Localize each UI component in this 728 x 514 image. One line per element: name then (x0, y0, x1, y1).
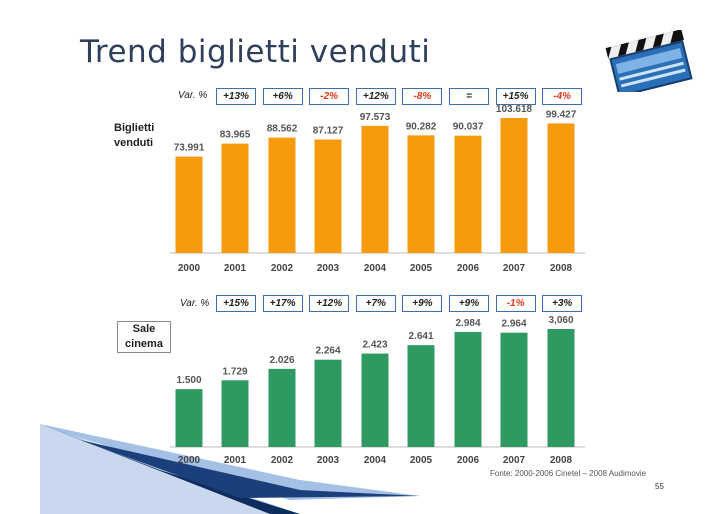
x-tick-label: 2000 (178, 455, 201, 466)
bar-value-label: 97.573 (360, 112, 391, 123)
bar-value-label: 90.037 (453, 122, 484, 133)
bar (221, 380, 249, 447)
x-tick-label: 2008 (550, 455, 573, 466)
bar (454, 135, 482, 253)
bar-value-label: 2.423 (362, 340, 387, 351)
bar (268, 368, 296, 447)
series-label-tickets: Biglietti venduti (114, 121, 154, 151)
bar-value-label: 2.964 (501, 319, 526, 330)
bar-value-label: 2.264 (315, 346, 340, 357)
x-tick-label: 2002 (271, 263, 294, 274)
x-tick-label: 2007 (503, 263, 526, 274)
x-tick-label: 2006 (457, 455, 480, 466)
x-tick-label: 2001 (224, 263, 247, 274)
variation-badge: +3% (542, 295, 583, 312)
bar-value-label: 2.984 (455, 318, 480, 329)
x-tick-label: 2006 (457, 263, 480, 274)
variation-badge: +17% (262, 295, 303, 312)
bar-value-label: 3,060 (548, 315, 573, 326)
bar-value-label: 83.965 (220, 130, 251, 141)
page-number: 55 (655, 482, 664, 491)
bar-value-label: 88.562 (267, 124, 298, 135)
bar (314, 359, 342, 447)
variation-badge: -8% (402, 88, 443, 105)
bar (407, 135, 435, 253)
series-label-cinemas-line2: cinema (125, 338, 163, 350)
x-tick-label: 2001 (224, 455, 247, 466)
series-label-cinemas: Sale cinema (117, 321, 171, 353)
variation-badge: +9% (449, 295, 489, 312)
bar (361, 125, 389, 253)
bar (500, 118, 528, 253)
variation-badge: +9% (402, 295, 443, 312)
variation-badge: +7% (355, 295, 396, 312)
variation-badge: +13% (216, 88, 256, 105)
bar (175, 156, 203, 253)
source-note: Fonte: 2000-2006 Cinetel – 2008 Audimovi… (490, 469, 647, 478)
variation-badge: +12% (355, 88, 396, 105)
film-clapper-icon (605, 30, 693, 92)
variation-badge: = (449, 88, 489, 105)
bar (454, 331, 482, 447)
bar-value-label: 2.641 (408, 331, 433, 342)
variation-badge: +15% (216, 295, 256, 312)
variation-badge: +6% (262, 88, 303, 105)
bar-value-label: 73.991 (174, 143, 205, 154)
bar-value-label: 1.500 (176, 375, 201, 386)
bar (361, 353, 389, 447)
page-title: Trend biglietti venduti (80, 34, 431, 70)
bar (268, 137, 296, 253)
x-tick-label: 2000 (178, 263, 201, 274)
variation-label: Var. % (178, 90, 208, 101)
bar-value-label: 90.282 (406, 121, 437, 132)
bar (547, 123, 575, 253)
x-tick-label: 2003 (317, 455, 340, 466)
variation-badge: -2% (309, 88, 350, 105)
bar (500, 332, 528, 447)
bar (547, 329, 575, 447)
series-label-tickets-line1: Biglietti (114, 122, 155, 134)
x-tick-label: 2005 (410, 263, 433, 274)
x-tick-label: 2007 (503, 455, 526, 466)
bar-value-label: 1.729 (222, 366, 247, 377)
bar-value-label: 99.427 (546, 109, 577, 120)
variation-badge: +15% (495, 88, 536, 105)
variation-badge: -1% (495, 295, 536, 312)
x-tick-label: 2005 (410, 455, 433, 466)
bar-value-label: 2.026 (269, 355, 294, 366)
x-tick-label: 2004 (364, 455, 387, 466)
series-label-cinemas-line1: Sale (132, 323, 156, 335)
x-tick-label: 2002 (271, 455, 294, 466)
bar-value-label: 103.618 (496, 104, 533, 115)
bar (221, 143, 249, 253)
x-tick-label: 2004 (364, 263, 387, 274)
variation-badge: -4% (542, 88, 583, 105)
bar (407, 345, 435, 447)
x-tick-label: 2003 (317, 263, 340, 274)
bar (175, 389, 203, 447)
variation-badge: +12% (309, 295, 350, 312)
bar (314, 139, 342, 253)
bar-value-label: 87.127 (313, 125, 344, 136)
variation-label: Var. % (180, 298, 210, 309)
series-label-tickets-line2: venduti (114, 137, 154, 149)
x-tick-label: 2008 (550, 263, 573, 274)
